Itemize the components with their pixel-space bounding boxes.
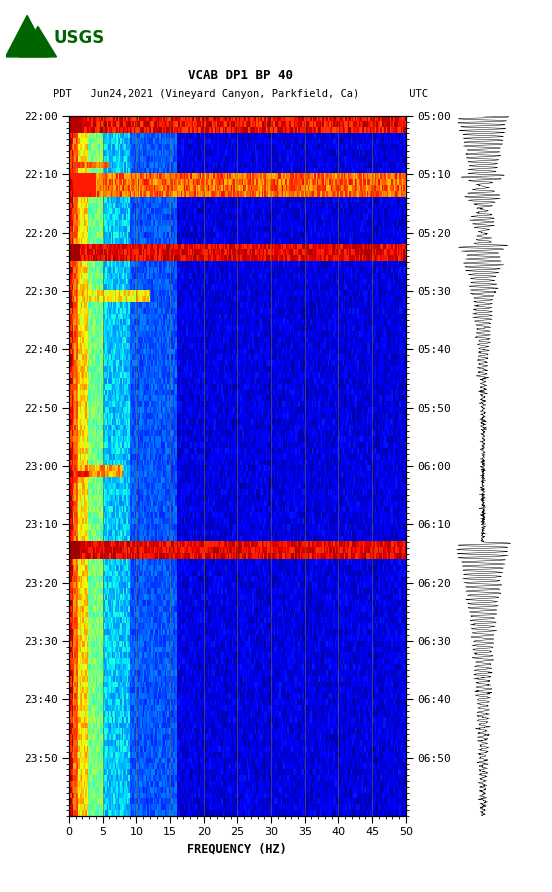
X-axis label: FREQUENCY (HZ): FREQUENCY (HZ) (188, 843, 287, 855)
Text: VCAB DP1 BP 40: VCAB DP1 BP 40 (188, 69, 293, 82)
Text: PDT   Jun24,2021 (Vineyard Canyon, Parkfield, Ca)        UTC: PDT Jun24,2021 (Vineyard Canyon, Parkfie… (52, 89, 428, 99)
Polygon shape (19, 27, 56, 57)
Text: USGS: USGS (54, 29, 105, 46)
Polygon shape (6, 15, 49, 57)
